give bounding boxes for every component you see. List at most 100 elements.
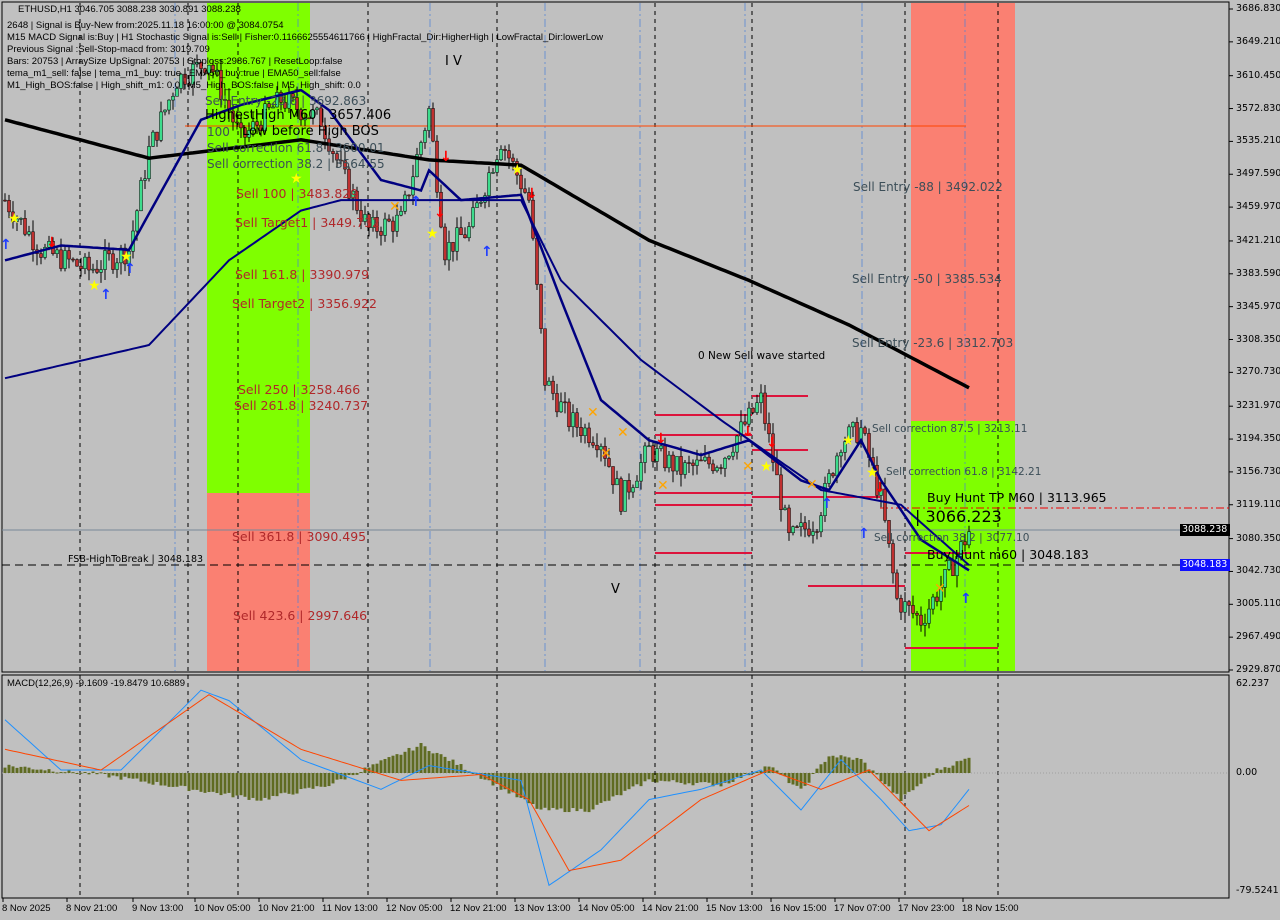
macd-hist-bar xyxy=(447,760,451,773)
macd-hist-bar xyxy=(263,773,267,798)
bull-candle xyxy=(263,103,267,131)
bear-candle xyxy=(767,423,771,435)
bear-candle xyxy=(711,463,715,472)
price-tick-label: 3497.590 xyxy=(1236,168,1280,180)
macd-hist-bar xyxy=(415,746,419,773)
macd-hist-bar xyxy=(211,773,215,792)
bull-candle xyxy=(695,459,699,466)
macd-hist-bar xyxy=(615,773,619,796)
bull-candle xyxy=(851,422,855,428)
macd-hist-bar xyxy=(63,772,67,774)
macd-hist-bar xyxy=(371,764,375,773)
time-tick-label: 11 Nov 13:00 xyxy=(322,903,378,914)
macd-hist-bar xyxy=(907,773,911,792)
label-low-before-bos: Low before High BOS xyxy=(242,124,379,139)
star-icon: ★ xyxy=(842,433,855,449)
bull-candle xyxy=(43,247,47,258)
price-tick-label: 3308.350 xyxy=(1236,333,1280,345)
bull-candle xyxy=(939,587,943,602)
day-separators xyxy=(79,3,999,897)
macd-hist-bar xyxy=(715,773,719,785)
cross-icon: ✕ xyxy=(934,581,946,597)
macd-hist-bar xyxy=(843,756,847,773)
macd-hist-bar xyxy=(179,773,183,786)
macd-hist-bar xyxy=(779,773,783,775)
macd-hist-bar xyxy=(215,773,219,794)
price-tick-label: 3686.830 xyxy=(1236,3,1280,14)
macd-hist-bar xyxy=(171,773,175,787)
macd-hist-bar xyxy=(479,773,483,779)
price-tick-label: 3231.970 xyxy=(1236,400,1280,412)
macd-hist-bar xyxy=(535,773,539,809)
macd-hist-bar xyxy=(587,773,591,813)
macd-hist-bar xyxy=(255,773,259,801)
bull-candle xyxy=(383,218,387,236)
cross-icon: ✕ xyxy=(587,405,599,421)
macd-hist-bar xyxy=(375,763,379,773)
bull-candle xyxy=(839,452,843,457)
macd-hist-bar xyxy=(199,773,203,792)
macd-hist-bar xyxy=(963,758,967,773)
macd-hist-bar xyxy=(683,773,687,785)
macd-hist-bar xyxy=(703,773,707,783)
bull-candle xyxy=(135,210,139,232)
macd-hist-bar xyxy=(575,773,579,812)
macd-hist-bar xyxy=(259,773,263,801)
bear-candle xyxy=(343,160,347,170)
bull-candle xyxy=(419,142,423,155)
label-sell-entry-top: Sell Entry -23.6 | 3692.863 xyxy=(205,94,367,108)
bear-candle xyxy=(815,531,819,533)
bull-candle xyxy=(271,106,275,109)
label-sell-entry-50: Sell Entry -50 | 3385.534 xyxy=(852,272,1002,286)
macd-hist-bar xyxy=(223,773,227,794)
sell-arrow-icon: ↓ xyxy=(440,149,452,165)
label-sell-correction-618: Sell correction 61.8 | 3142.21 xyxy=(886,466,1042,478)
bear-candle xyxy=(79,265,83,269)
macd-hist-bar xyxy=(547,773,551,811)
bull-candle xyxy=(703,456,707,461)
macd-label: MACD(12,26,9) -9.1609 -19.8479 10.6889 xyxy=(7,678,185,689)
macd-hist-bar xyxy=(895,773,899,794)
bull-candle xyxy=(103,250,107,270)
bear-candle xyxy=(619,478,623,512)
macd-hist-bar xyxy=(383,758,387,773)
bull-candle xyxy=(675,456,679,472)
bear-candle xyxy=(771,433,775,463)
bear-candle xyxy=(539,284,543,329)
buy-arrow-icon: ↑ xyxy=(0,237,12,253)
macd-hist-bar xyxy=(855,757,859,773)
macd-hist-bar xyxy=(627,773,631,790)
price-tick-label: 3194.350 xyxy=(1236,433,1280,445)
time-tick-label: 17 Nov 07:00 xyxy=(834,903,891,914)
macd-hist-bar xyxy=(667,773,671,782)
bull-candle xyxy=(275,92,279,108)
macd-hist-bar xyxy=(427,750,431,773)
macd-hist-bar xyxy=(451,759,455,773)
fsb-price-box: 3048.183 xyxy=(1180,559,1230,571)
macd-hist-bar xyxy=(967,757,971,773)
bear-candle xyxy=(523,188,527,193)
macd-hist-bar xyxy=(319,773,323,787)
macd-hist-bar xyxy=(611,773,615,797)
bear-candle xyxy=(11,211,15,222)
bear-candle xyxy=(391,220,395,232)
bull-candle xyxy=(823,483,827,516)
time-tick-label: 17 Nov 23:00 xyxy=(898,903,955,914)
macd-hist-bar xyxy=(687,773,691,784)
macd-hist-bar xyxy=(719,773,723,787)
macd-hist-bar xyxy=(567,773,571,813)
macd-hist-bar xyxy=(639,773,643,787)
macd-hist-bar xyxy=(251,773,255,798)
macd-hist-bar xyxy=(631,773,635,787)
bull-candle xyxy=(147,146,151,179)
cross-icon: ✕ xyxy=(742,459,754,475)
bull-candle xyxy=(879,488,883,496)
bear-candle xyxy=(267,103,271,108)
macd-hist-bar xyxy=(603,773,607,802)
star-icon: ★ xyxy=(290,171,303,187)
bull-candle xyxy=(955,556,959,576)
bull-candle xyxy=(207,64,211,74)
buy-arrow-icon: ↑ xyxy=(124,261,136,277)
macd-hist-bar xyxy=(351,773,355,776)
